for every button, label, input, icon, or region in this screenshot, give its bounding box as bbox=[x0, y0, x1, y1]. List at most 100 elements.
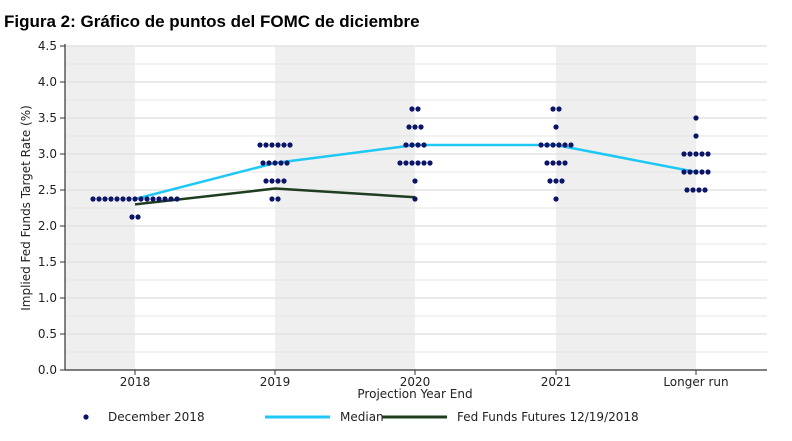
dot-point bbox=[263, 178, 269, 184]
y-tick-label: 0.0 bbox=[38, 363, 57, 377]
dot-point bbox=[693, 151, 699, 157]
legend-label-dots: December 2018 bbox=[108, 410, 205, 424]
dot-point bbox=[544, 160, 550, 166]
dot-point bbox=[275, 178, 281, 184]
dot-point bbox=[162, 196, 168, 202]
dot-point bbox=[696, 187, 702, 193]
dot-point bbox=[269, 178, 275, 184]
dot-point bbox=[681, 151, 687, 157]
dot-point bbox=[556, 142, 562, 148]
dot-point bbox=[556, 106, 562, 112]
x-axis-label: Projection Year End bbox=[357, 387, 472, 401]
x-tick-label: 2021 bbox=[541, 375, 572, 389]
dot-point bbox=[403, 142, 409, 148]
y-tick-label: 2.0 bbox=[38, 219, 57, 233]
dot-point bbox=[559, 178, 565, 184]
dot-point bbox=[129, 214, 135, 220]
dot-point bbox=[693, 133, 699, 139]
dot-point bbox=[421, 142, 427, 148]
dot-point bbox=[144, 196, 150, 202]
dot-point bbox=[90, 196, 96, 202]
dot-point bbox=[412, 178, 418, 184]
dot-point bbox=[547, 178, 553, 184]
dot-point bbox=[108, 196, 114, 202]
dot-point bbox=[269, 196, 275, 202]
dot-point bbox=[397, 160, 403, 166]
dot-point bbox=[684, 187, 690, 193]
y-tick-label: 1.0 bbox=[38, 291, 57, 305]
dot-point bbox=[406, 124, 412, 130]
dot-point bbox=[156, 196, 162, 202]
dot-point bbox=[275, 142, 281, 148]
y-tick-label: 1.5 bbox=[38, 255, 57, 269]
dot-point bbox=[562, 160, 568, 166]
dot-point bbox=[702, 187, 708, 193]
dot-point bbox=[415, 142, 421, 148]
y-axis-label: Implied Fed Funds Target Rate (%) bbox=[19, 105, 33, 311]
dot-point bbox=[150, 196, 156, 202]
legend-label: Fed Funds Futures 12/19/2018 bbox=[457, 410, 639, 424]
dot-point bbox=[257, 142, 263, 148]
legend-label: Median bbox=[340, 410, 384, 424]
dot-point bbox=[412, 196, 418, 202]
dot-point bbox=[699, 169, 705, 175]
dot-point bbox=[114, 196, 120, 202]
y-tick-label: 2.5 bbox=[38, 183, 57, 197]
x-tick-label: 2020 bbox=[400, 375, 431, 389]
dot-point bbox=[687, 151, 693, 157]
dot-point bbox=[403, 160, 409, 166]
dot-point bbox=[421, 160, 427, 166]
y-tick-label: 4.5 bbox=[38, 39, 57, 53]
dot-point bbox=[556, 160, 562, 166]
dot-point bbox=[287, 142, 293, 148]
dot-point bbox=[409, 142, 415, 148]
dot-point bbox=[705, 169, 711, 175]
dot-point bbox=[412, 124, 418, 130]
dot-point bbox=[281, 178, 287, 184]
dot-point bbox=[168, 196, 174, 202]
dot-point bbox=[553, 196, 559, 202]
dot-point bbox=[538, 142, 544, 148]
dot-point bbox=[418, 124, 424, 130]
y-tick-label: 4.0 bbox=[38, 75, 57, 89]
series-line-median bbox=[134, 143, 697, 201]
dot-point bbox=[284, 160, 290, 166]
dot-point bbox=[553, 178, 559, 184]
dot-point bbox=[415, 106, 421, 112]
dot-point bbox=[409, 106, 415, 112]
dot-point bbox=[281, 142, 287, 148]
dot-point bbox=[126, 196, 132, 202]
dot-point bbox=[120, 196, 126, 202]
legend-dot-icon bbox=[83, 414, 89, 420]
dot-point bbox=[693, 115, 699, 121]
dot-point bbox=[260, 160, 266, 166]
dot-point bbox=[409, 160, 415, 166]
y-tick-label: 3.0 bbox=[38, 147, 57, 161]
chart-title: Figura 2: Gráfico de puntos del FOMC de … bbox=[4, 12, 420, 31]
dot-point bbox=[135, 214, 141, 220]
dot-point bbox=[550, 160, 556, 166]
dot-point bbox=[427, 160, 433, 166]
dot-point bbox=[568, 142, 574, 148]
dot-point bbox=[272, 160, 278, 166]
dot-point bbox=[705, 151, 711, 157]
dot-point bbox=[553, 124, 559, 130]
dot-point bbox=[278, 160, 284, 166]
dot-point bbox=[415, 160, 421, 166]
dot-point bbox=[275, 196, 281, 202]
dot-point bbox=[263, 142, 269, 148]
dot-point bbox=[96, 196, 102, 202]
dot-point bbox=[138, 196, 144, 202]
dot-point bbox=[266, 160, 272, 166]
dot-point bbox=[681, 169, 687, 175]
x-tick-label: 2018 bbox=[120, 375, 151, 389]
dot-point bbox=[690, 187, 696, 193]
series-line-fed-funds-futures-12-19-2018 bbox=[134, 187, 416, 206]
x-tick-label: 2019 bbox=[260, 375, 291, 389]
dot-point bbox=[544, 142, 550, 148]
dot-point bbox=[693, 169, 699, 175]
dot-point bbox=[550, 106, 556, 112]
y-tick-label: 3.5 bbox=[38, 111, 57, 125]
dot-point bbox=[562, 142, 568, 148]
